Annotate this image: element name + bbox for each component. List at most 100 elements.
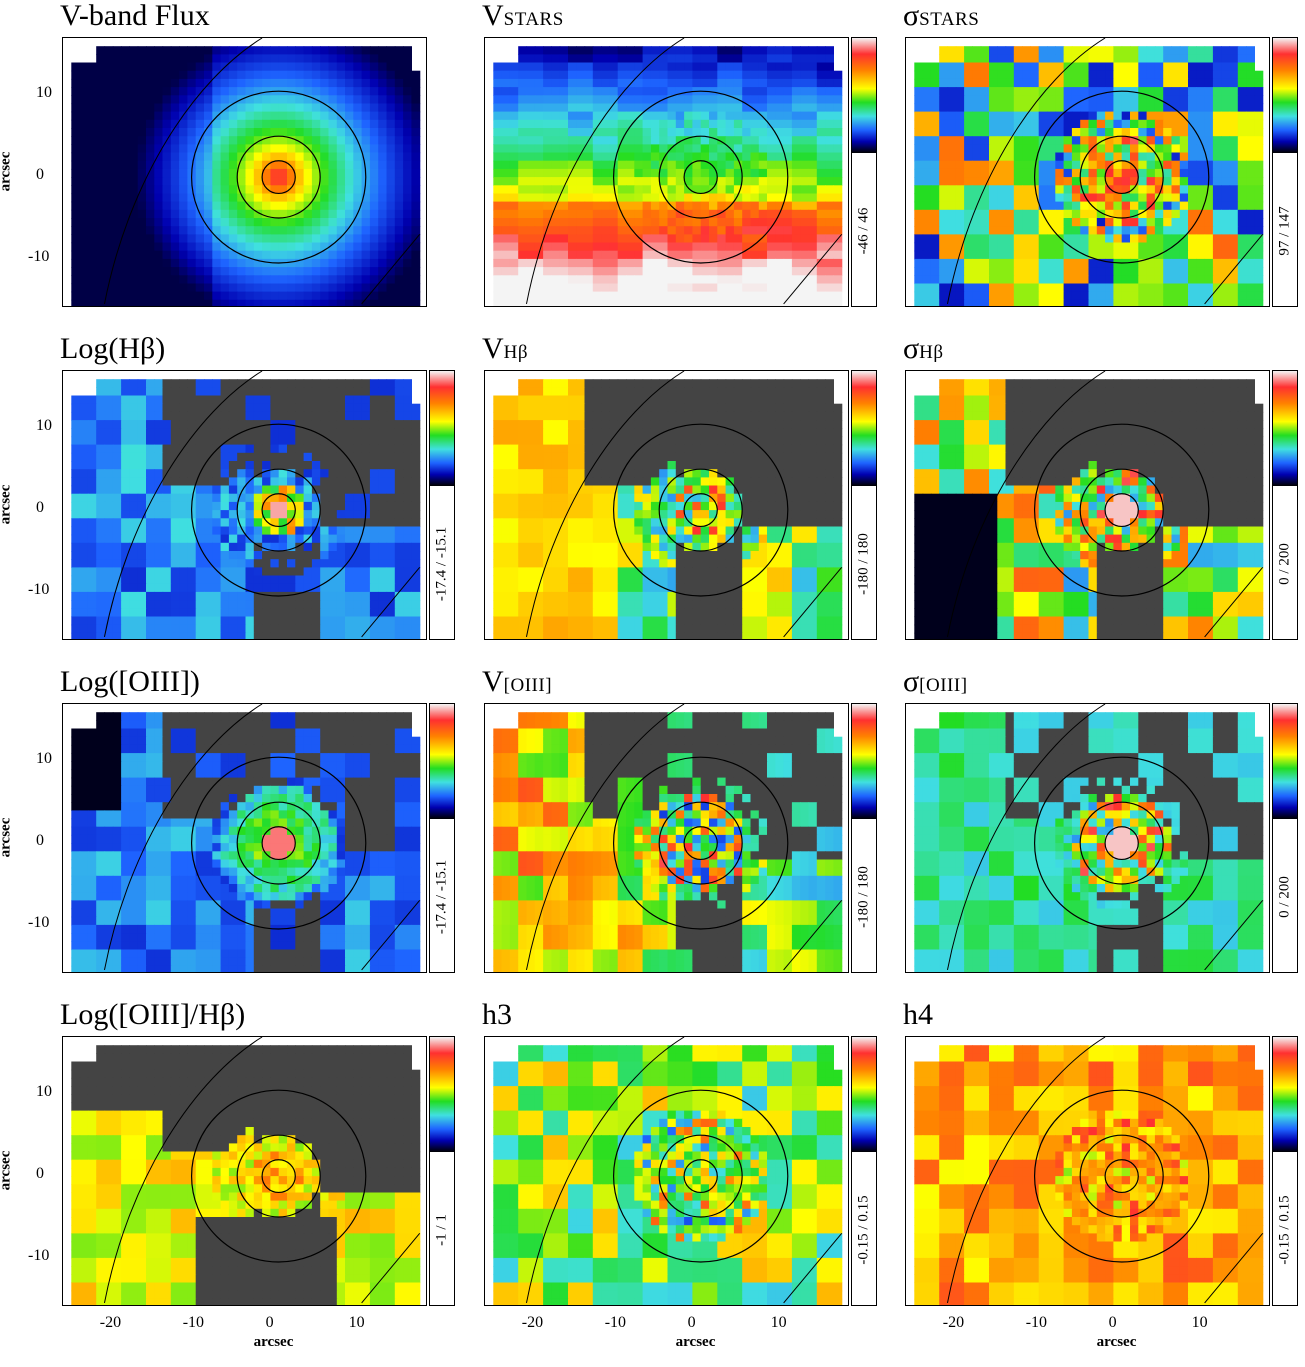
heatmap-cell (989, 152, 998, 162)
heatmap-cell (1105, 70, 1114, 80)
heatmap-cell (1237, 193, 1247, 203)
heatmap-cell (509, 111, 519, 121)
heatmap-cell (964, 136, 973, 145)
heatmap-cell (295, 78, 305, 88)
heatmap-cell (1196, 62, 1206, 72)
heatmap-cell (1038, 275, 1048, 285)
heatmap-cell (220, 185, 230, 195)
heatmap-cell (955, 218, 965, 227)
heatmap-cell (253, 299, 263, 306)
heatmap-cell (1071, 95, 1081, 105)
heatmap-cell (939, 250, 949, 260)
heatmap-cell (1063, 193, 1073, 203)
heatmap-cell (245, 469, 255, 478)
heatmap-cell (204, 193, 213, 203)
heatmap-cell (642, 78, 652, 88)
heatmap-cell (1063, 95, 1073, 105)
heatmap-cell (345, 542, 354, 552)
heatmap-cell (71, 469, 81, 478)
heatmap-cell (386, 258, 396, 268)
heatmap-cell (328, 526, 338, 536)
heatmap-cell (311, 420, 321, 429)
heatmap-cell (1229, 177, 1239, 186)
heatmap-cell (1121, 152, 1131, 162)
heatmap-cell (1038, 103, 1048, 113)
heatmap-cell (137, 275, 147, 285)
heatmap-cell (1071, 291, 1081, 301)
heatmap-cell (617, 226, 627, 235)
heatmap-cell (568, 136, 577, 145)
heatmap-cell (1088, 54, 1098, 64)
heatmap-cell (295, 387, 305, 397)
heatmap-cell (667, 78, 677, 88)
heatmap-cell (1022, 136, 1031, 145)
heatmap-cell (411, 226, 421, 235)
heatmap-cell (79, 70, 89, 80)
heatmap-cell (601, 226, 610, 235)
heatmap-cell (650, 144, 660, 154)
heatmap-cell (518, 250, 528, 260)
heatmap-cell (228, 379, 238, 388)
heatmap-cell (1096, 46, 1106, 55)
heatmap-cell (394, 87, 404, 96)
heatmap-cell (212, 485, 222, 495)
heatmap-cell (684, 201, 693, 211)
heatmap-cell (1237, 144, 1247, 154)
heatmap-cell (626, 62, 635, 72)
heatmap-cell (212, 46, 222, 55)
heatmap-cell (204, 209, 213, 219)
heatmap-cell (609, 291, 619, 301)
heatmap-cell (642, 185, 652, 195)
heatmap-cell (947, 234, 957, 244)
heatmap-cell (609, 111, 619, 121)
heatmap-cell (750, 267, 760, 276)
heatmap-cell (146, 160, 155, 170)
heatmap-cell (245, 283, 255, 293)
heatmap-cell (187, 95, 197, 105)
heatmap-cell (79, 185, 89, 195)
heatmap-cell (154, 469, 164, 478)
heatmap-cell (386, 477, 396, 487)
heatmap-cell (146, 444, 155, 454)
heatmap-cell (700, 136, 710, 145)
heatmap-cell (345, 144, 354, 154)
heatmap-cell (179, 152, 188, 162)
heatmap-cell (783, 242, 793, 252)
heatmap-cell (162, 379, 172, 388)
heatmap-cell (361, 461, 371, 470)
heatmap-cell (576, 267, 586, 276)
heatmap-cell (601, 136, 610, 145)
heatmap-cell (220, 510, 230, 519)
isophote-contour (612, 90, 789, 264)
heatmap-cell (1246, 275, 1255, 285)
heatmap-cell (526, 291, 536, 301)
heatmap-cell (717, 193, 727, 203)
heatmap-cell (336, 493, 346, 503)
heatmap-cell (559, 185, 569, 195)
heatmap-cell (112, 559, 122, 568)
heatmap-cell (750, 201, 760, 211)
heatmap-cell (303, 62, 313, 72)
heatmap-cell (650, 87, 660, 96)
heatmap-cell (725, 185, 735, 195)
heatmap-cell (750, 103, 760, 113)
heatmap-cell (378, 267, 388, 276)
heatmap-cell (617, 291, 627, 301)
heatmap-cell (980, 258, 990, 268)
heatmap-cell (742, 160, 752, 170)
heatmap-cell (303, 452, 313, 462)
heatmap-cell (534, 299, 544, 306)
heatmap-cell (195, 526, 205, 536)
heatmap-cell (1055, 267, 1065, 276)
heatmap-cell (394, 275, 404, 285)
heatmap-cell (1212, 258, 1222, 268)
heatmap-cell (386, 193, 396, 203)
heatmap-cell (112, 493, 122, 503)
heatmap-cell (104, 218, 114, 227)
heatmap-cell (1188, 87, 1197, 96)
heatmap-cell (245, 387, 255, 397)
heatmap-cell (972, 128, 982, 137)
heatmap-cell (1113, 242, 1123, 252)
heatmap-cell (1130, 234, 1139, 244)
heatmap-cell (278, 62, 288, 72)
